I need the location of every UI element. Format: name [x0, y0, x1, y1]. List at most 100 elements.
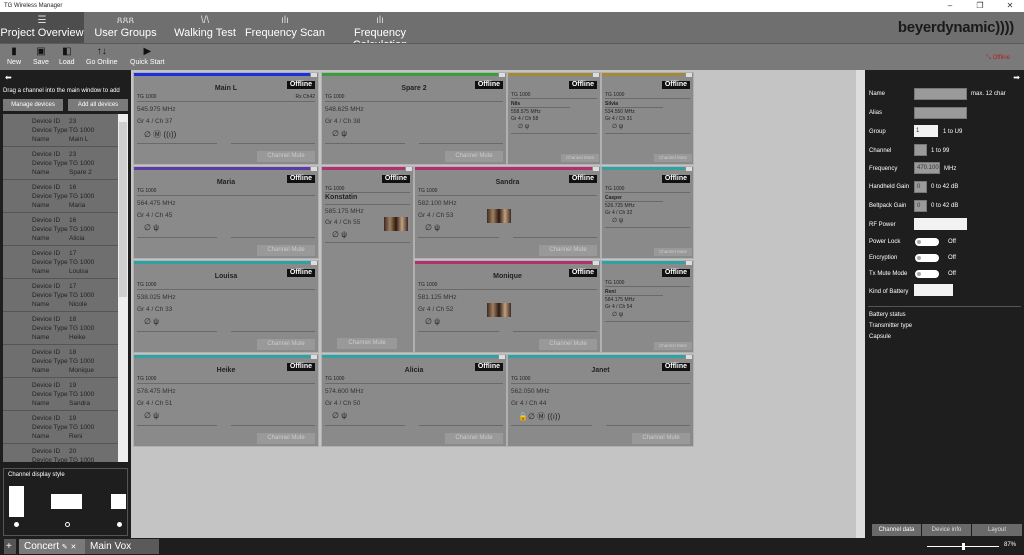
channel-mute-button[interactable]: Channel Mute: [654, 154, 692, 162]
tab-device-info[interactable]: Device info: [922, 524, 971, 536]
channel-card[interactable]: Offline TG 1000 Silvia 534.550 MHz Gr 4 /…: [601, 72, 694, 165]
close-button[interactable]: ✕: [1006, 1, 1014, 10]
pin-icon[interactable]: [311, 261, 317, 265]
channel-card[interactable]: Offline Maria TG 1000 564.475 MHz Gr 4 / …: [133, 166, 319, 259]
zoom-slider-thumb[interactable]: [961, 543, 965, 550]
pin-icon[interactable]: [499, 355, 505, 359]
manage-devices-button[interactable]: Manage devices: [3, 99, 63, 111]
encryption-toggle[interactable]: [915, 254, 939, 262]
channel-card[interactable]: Offline TG 1000 Nils 558.575 MHz Gr 4 / C…: [507, 72, 601, 165]
tab-layout[interactable]: Layout: [972, 524, 1022, 536]
device-list-item[interactable]: Device ID 19 Device TypeTG 1000 Name Reni: [3, 411, 118, 444]
channel-card[interactable]: Offline TG 1000 Konstatin 585.175 MHz Gr …: [321, 166, 414, 353]
channel-mute-button[interactable]: Channel Mute: [257, 433, 315, 444]
canvas-scrollbar[interactable]: [856, 70, 865, 538]
style-wide-radio[interactable]: [65, 522, 70, 527]
device-list-item[interactable]: Device ID 23 Device TypeTG 1000 Name Spare…: [3, 147, 118, 180]
tab-concert[interactable]: Concert ✎ ✕: [19, 539, 85, 554]
tab-walking-test[interactable]: \/\ Walking Test: [170, 12, 240, 43]
device-list-item[interactable]: Device ID 18 Device TypeTG 1000 Name Heike: [3, 312, 118, 345]
save-button[interactable]: ▣ Save: [33, 46, 49, 66]
device-list-item[interactable]: Device ID 23 Device TypeTG 1000 Name Main …: [3, 114, 118, 147]
channel-mute-button[interactable]: Channel Mute: [539, 339, 597, 350]
channel-mute-button[interactable]: Channel Mute: [257, 339, 315, 350]
channel-card[interactable]: Offline Alicia TG 1000 574.600 MHz Gr 4 /…: [321, 354, 507, 447]
pin-icon[interactable]: [686, 167, 692, 171]
channel-card[interactable]: Offline TG 1000 Reni 584.175 MHz Gr 4 / C…: [601, 260, 694, 353]
close-tab-icon[interactable]: ✕: [70, 544, 77, 551]
alias-input[interactable]: [914, 107, 967, 119]
tab-main-vox[interactable]: Main Vox: [85, 539, 159, 554]
channel-card[interactable]: Offline Louisa TG 1000 538.025 MHz Gr 4 /…: [133, 260, 319, 353]
edit-icon[interactable]: ✎: [61, 544, 68, 551]
channel-mute-button[interactable]: Channel Mute: [632, 433, 690, 444]
device-list-item[interactable]: Device ID 19 Device TypeTG 1000 Name Sandr…: [3, 378, 118, 411]
pin-icon[interactable]: [311, 355, 317, 359]
pin-icon[interactable]: [686, 355, 692, 359]
tx-mute-mode-toggle[interactable]: [915, 270, 939, 278]
beltpack-gain-input[interactable]: 0: [914, 200, 927, 212]
pin-icon[interactable]: [311, 167, 317, 171]
tab-user-groups[interactable]: ጸጸጸ User Groups: [88, 12, 163, 43]
style-small-preview[interactable]: [111, 494, 126, 509]
channel-mute-button[interactable]: Channel Mute: [561, 154, 599, 162]
handheld-gain-input[interactable]: 0: [914, 181, 927, 193]
channel-mute-button[interactable]: Channel Mute: [539, 245, 597, 256]
channel-mute-button[interactable]: Channel Mute: [445, 151, 503, 162]
add-tab-button[interactable]: +: [4, 539, 16, 554]
device-list-item[interactable]: Device ID 18 Device TypeTG 1000 Name Moniq…: [3, 345, 118, 378]
channel-mute-button[interactable]: Channel Mute: [654, 342, 692, 350]
style-tall-preview[interactable]: [9, 486, 24, 517]
power-lock-toggle[interactable]: [915, 238, 939, 246]
device-list-item[interactable]: Device ID 17 Device TypeTG 1000 Name Louis…: [3, 246, 118, 279]
pin-icon[interactable]: [499, 73, 505, 77]
pin-icon[interactable]: [311, 73, 317, 77]
new-button[interactable]: ▮ New: [7, 46, 21, 66]
channel-card[interactable]: Offline Spare 2 TG 1000 548.625 MHz Gr 4 …: [321, 72, 507, 165]
channel-card[interactable]: Offline Main L TG 1000 Rx Ch42 545.975 MHz…: [133, 72, 319, 165]
device-list-item[interactable]: Device ID 16 Device TypeTG 1000 Name Maria: [3, 180, 118, 213]
zoom-slider[interactable]: [927, 543, 999, 550]
pin-icon[interactable]: [686, 261, 692, 265]
channel-input[interactable]: [914, 144, 927, 156]
maximize-button[interactable]: ❐: [976, 1, 984, 10]
channel-card[interactable]: Offline TG 1000 Casper 526.725 MHz Gr 4 /…: [601, 166, 694, 259]
pin-icon[interactable]: [406, 167, 412, 171]
load-button[interactable]: ◧ Load: [59, 46, 75, 66]
add-all-devices-button[interactable]: Add all devices: [68, 99, 128, 111]
go-online-button[interactable]: ↑↓ Go Online: [86, 46, 118, 66]
channel-mute-button[interactable]: Channel Mute: [257, 151, 315, 162]
channel-card[interactable]: Offline Janet TG 1000 562.050 MHz Gr 4 / …: [507, 354, 694, 447]
style-tall-radio[interactable]: [14, 522, 19, 527]
channel-card[interactable]: Offline Sandra TG 1000 582.100 MHz Gr 4 /…: [414, 166, 601, 259]
pin-icon[interactable]: [593, 261, 599, 265]
rf-power-select[interactable]: [914, 218, 967, 230]
style-small-radio[interactable]: [117, 522, 122, 527]
channel-mute-button[interactable]: Channel Mute: [337, 338, 397, 349]
device-list-scrollbar[interactable]: [118, 114, 128, 462]
device-list-item[interactable]: Device ID 16 Device TypeTG 1000 Name Alici…: [3, 213, 118, 246]
quick-start-button[interactable]: ▶ Quick Start: [130, 46, 165, 66]
tab-channel-data[interactable]: Channel data: [872, 524, 921, 536]
pin-icon[interactable]: [593, 167, 599, 171]
device-list-item[interactable]: Device ID 17 Device TypeTG 1000 Name Nicol…: [3, 279, 118, 312]
channel-mute-button[interactable]: Channel Mute: [257, 245, 315, 256]
scroll-thumb[interactable]: [119, 122, 127, 297]
channel-mute-button[interactable]: Channel Mute: [445, 433, 503, 444]
frequency-input[interactable]: 470.100: [914, 162, 940, 174]
name-input[interactable]: [914, 88, 967, 100]
channel-mute-button[interactable]: Channel Mute: [654, 248, 692, 256]
collapse-left-icon[interactable]: ⬅: [5, 73, 12, 82]
minimize-button[interactable]: –: [947, 1, 953, 10]
collapse-right-icon[interactable]: ➡: [1013, 73, 1020, 82]
channel-card[interactable]: Offline Monique TG 1000 581.125 MHz Gr 4 …: [414, 260, 601, 353]
group-select[interactable]: 1: [914, 125, 938, 137]
style-wide-preview[interactable]: [51, 494, 82, 509]
pin-icon[interactable]: [686, 73, 692, 77]
tab-frequency-scan[interactable]: ılı Frequency Scan: [244, 12, 326, 43]
channel-card[interactable]: Offline Heike TG 1000 578.475 MHz Gr 4 / …: [133, 354, 319, 447]
pin-icon[interactable]: [593, 73, 599, 77]
battery-kind-select[interactable]: [914, 284, 953, 296]
